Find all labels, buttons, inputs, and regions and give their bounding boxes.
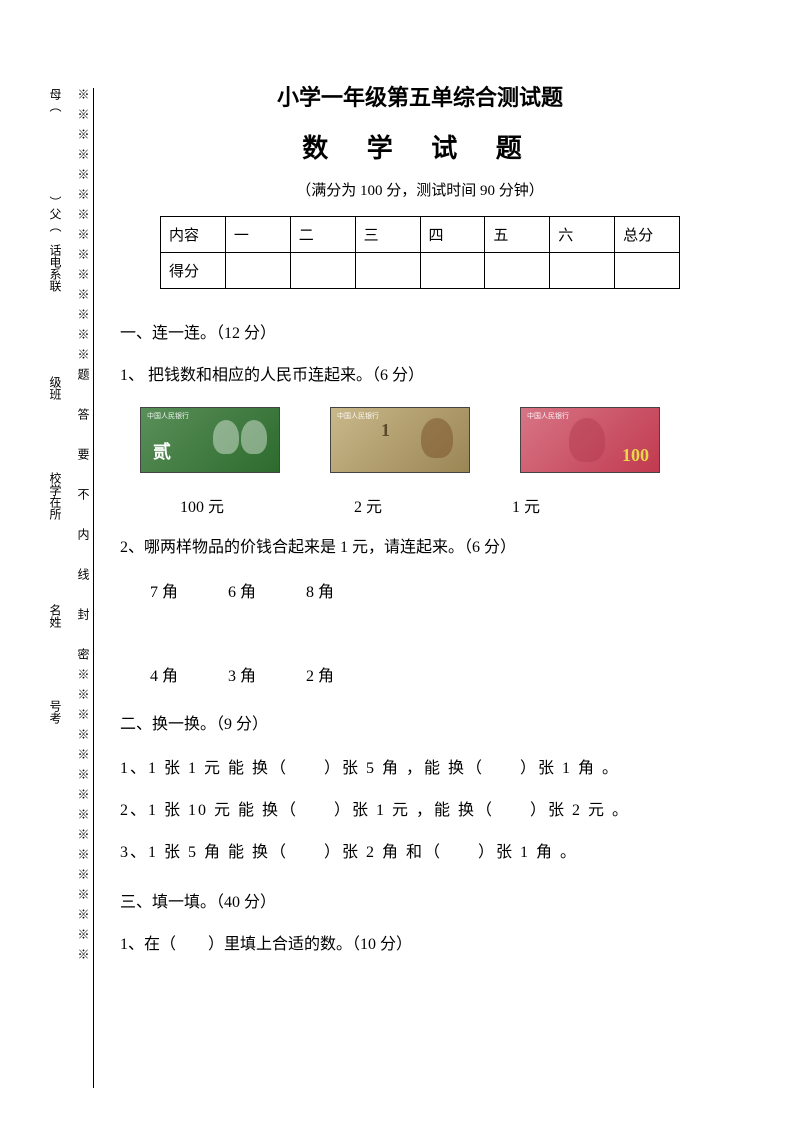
portrait-icon — [569, 418, 605, 462]
page-content: 小学一年级第五单综合测试题 数 学 试 题 （满分为 100 分，测试时间 90… — [120, 80, 720, 976]
portrait-icon — [213, 420, 239, 454]
sidebar-fields: 母（ ）父（ 话电系联 级班 校学在所 名姓 号考 — [46, 88, 64, 1088]
question-1-1: 1、 把钱数和相应的人民币连起来。（6 分） — [120, 363, 720, 389]
question-2-2: 2、1 张 10 元 能 换（ ）张 1 元 ，能 换（ ）张 2 元 。 — [120, 796, 720, 820]
table-row: 得分 — [161, 253, 680, 289]
currency-labels: 100 元 2 元 1 元 — [120, 493, 720, 517]
binding-sidebar: 母（ ）父（ 话电系联 级班 校学在所 名姓 号考 ※※※※※※※※※※※※※※… — [44, 88, 94, 1088]
currency-row: 中国人民银行 贰 中国人民银行 1 中国人民银行 100 — [120, 407, 720, 473]
question-3-1: 1、在（ ）里填上合适的数。（10 分） — [120, 932, 720, 958]
bill-2-yuan: 中国人民银行 贰 — [140, 407, 280, 473]
bill-1-yuan: 中国人民银行 1 — [330, 407, 470, 473]
portrait-icon — [421, 418, 453, 458]
portrait-icon — [241, 420, 267, 454]
page-subtitle: （满分为 100 分，测试时间 90 分钟） — [120, 179, 720, 200]
sidebar-seal-line: ※※※※※※※※※※※※※※题 答 要 不 内 线 封 密※※※※※※※※※※※… — [74, 88, 92, 1088]
section-1-heading: 一、连一连。（12 分） — [120, 319, 720, 343]
page-title: 小学一年级第五单综合测试题 — [120, 80, 720, 112]
question-2-3: 3、1 张 5 角 能 换（ ）张 2 角 和（ ）张 1 角 。 — [120, 838, 720, 862]
section-3-heading: 三、填一填。（40 分） — [120, 888, 720, 912]
jiao-bottom-row: 4 角 3 角 2 角 — [120, 662, 720, 686]
jiao-top-row: 7 角 6 角 8 角 — [120, 578, 720, 602]
question-1-2: 2、哪两样物品的价钱合起来是 1 元，请连起来。（6 分） — [120, 535, 720, 561]
score-table: 内容 一 二 三 四 五 六 总分 得分 — [160, 216, 680, 289]
question-2-1: 1、1 张 1 元 能 换（ ）张 5 角 ，能 换（ ）张 1 角 。 — [120, 754, 720, 778]
table-row: 内容 一 二 三 四 五 六 总分 — [161, 217, 680, 253]
bill-100-yuan: 中国人民银行 100 — [520, 407, 660, 473]
section-2-heading: 二、换一换。（9 分） — [120, 710, 720, 734]
page-subject: 数 学 试 题 — [120, 128, 720, 165]
